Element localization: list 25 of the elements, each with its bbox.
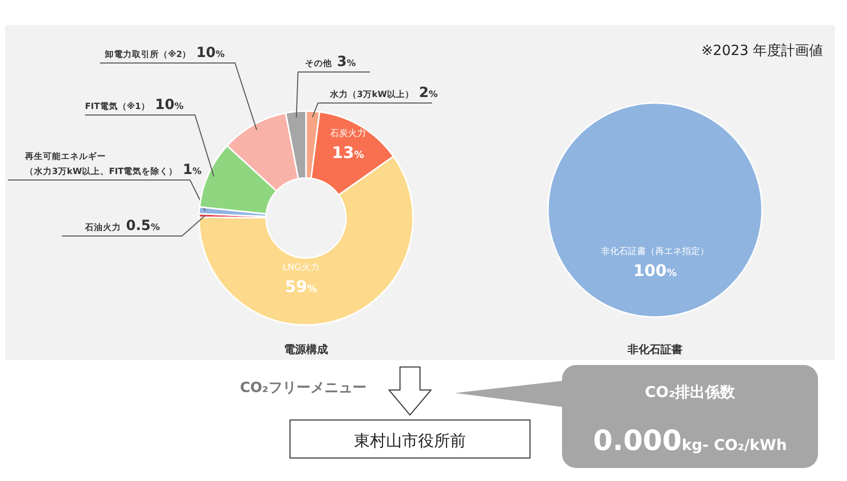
text: 電源構成 xyxy=(284,343,328,356)
data-label: 0.5% xyxy=(126,218,160,234)
slice-label: 石炭火力 xyxy=(330,128,366,140)
data-label: 3% xyxy=(337,54,356,70)
slice-label: LNG火力 xyxy=(282,262,320,274)
data-label: 13% xyxy=(332,143,364,162)
slice-label: 石油火力 xyxy=(84,222,121,233)
data-label: 10% xyxy=(154,97,184,113)
data-label: 100% xyxy=(633,261,677,280)
text: CO₂フリーメニュー xyxy=(240,380,366,396)
slice-label: 水力（3万kW以上） xyxy=(329,89,414,100)
slice-label: FIT電気（※1） xyxy=(85,101,150,112)
data-label: 2% xyxy=(418,85,438,101)
text: 0.000kg- CO₂/kWh xyxy=(593,424,787,457)
text: 非化石証書 xyxy=(626,343,682,356)
text: 東村山市役所前 xyxy=(354,431,466,450)
slice-label: その他 xyxy=(305,58,333,69)
data-label: 1% xyxy=(182,162,202,178)
slice-label: 非化石証書（再エネ指定） xyxy=(601,246,709,258)
slice-label: 卸電力取引所（※2） xyxy=(104,49,192,60)
slice-label: 再生可能エネルギー（水力3万kW以上、FIT電気を除く） xyxy=(24,151,178,177)
text: CO₂排出係数 xyxy=(644,383,736,401)
text: ※2023 年度計画値 xyxy=(701,43,823,59)
data-label: 59% xyxy=(284,277,318,296)
data-label: 10% xyxy=(196,45,225,61)
